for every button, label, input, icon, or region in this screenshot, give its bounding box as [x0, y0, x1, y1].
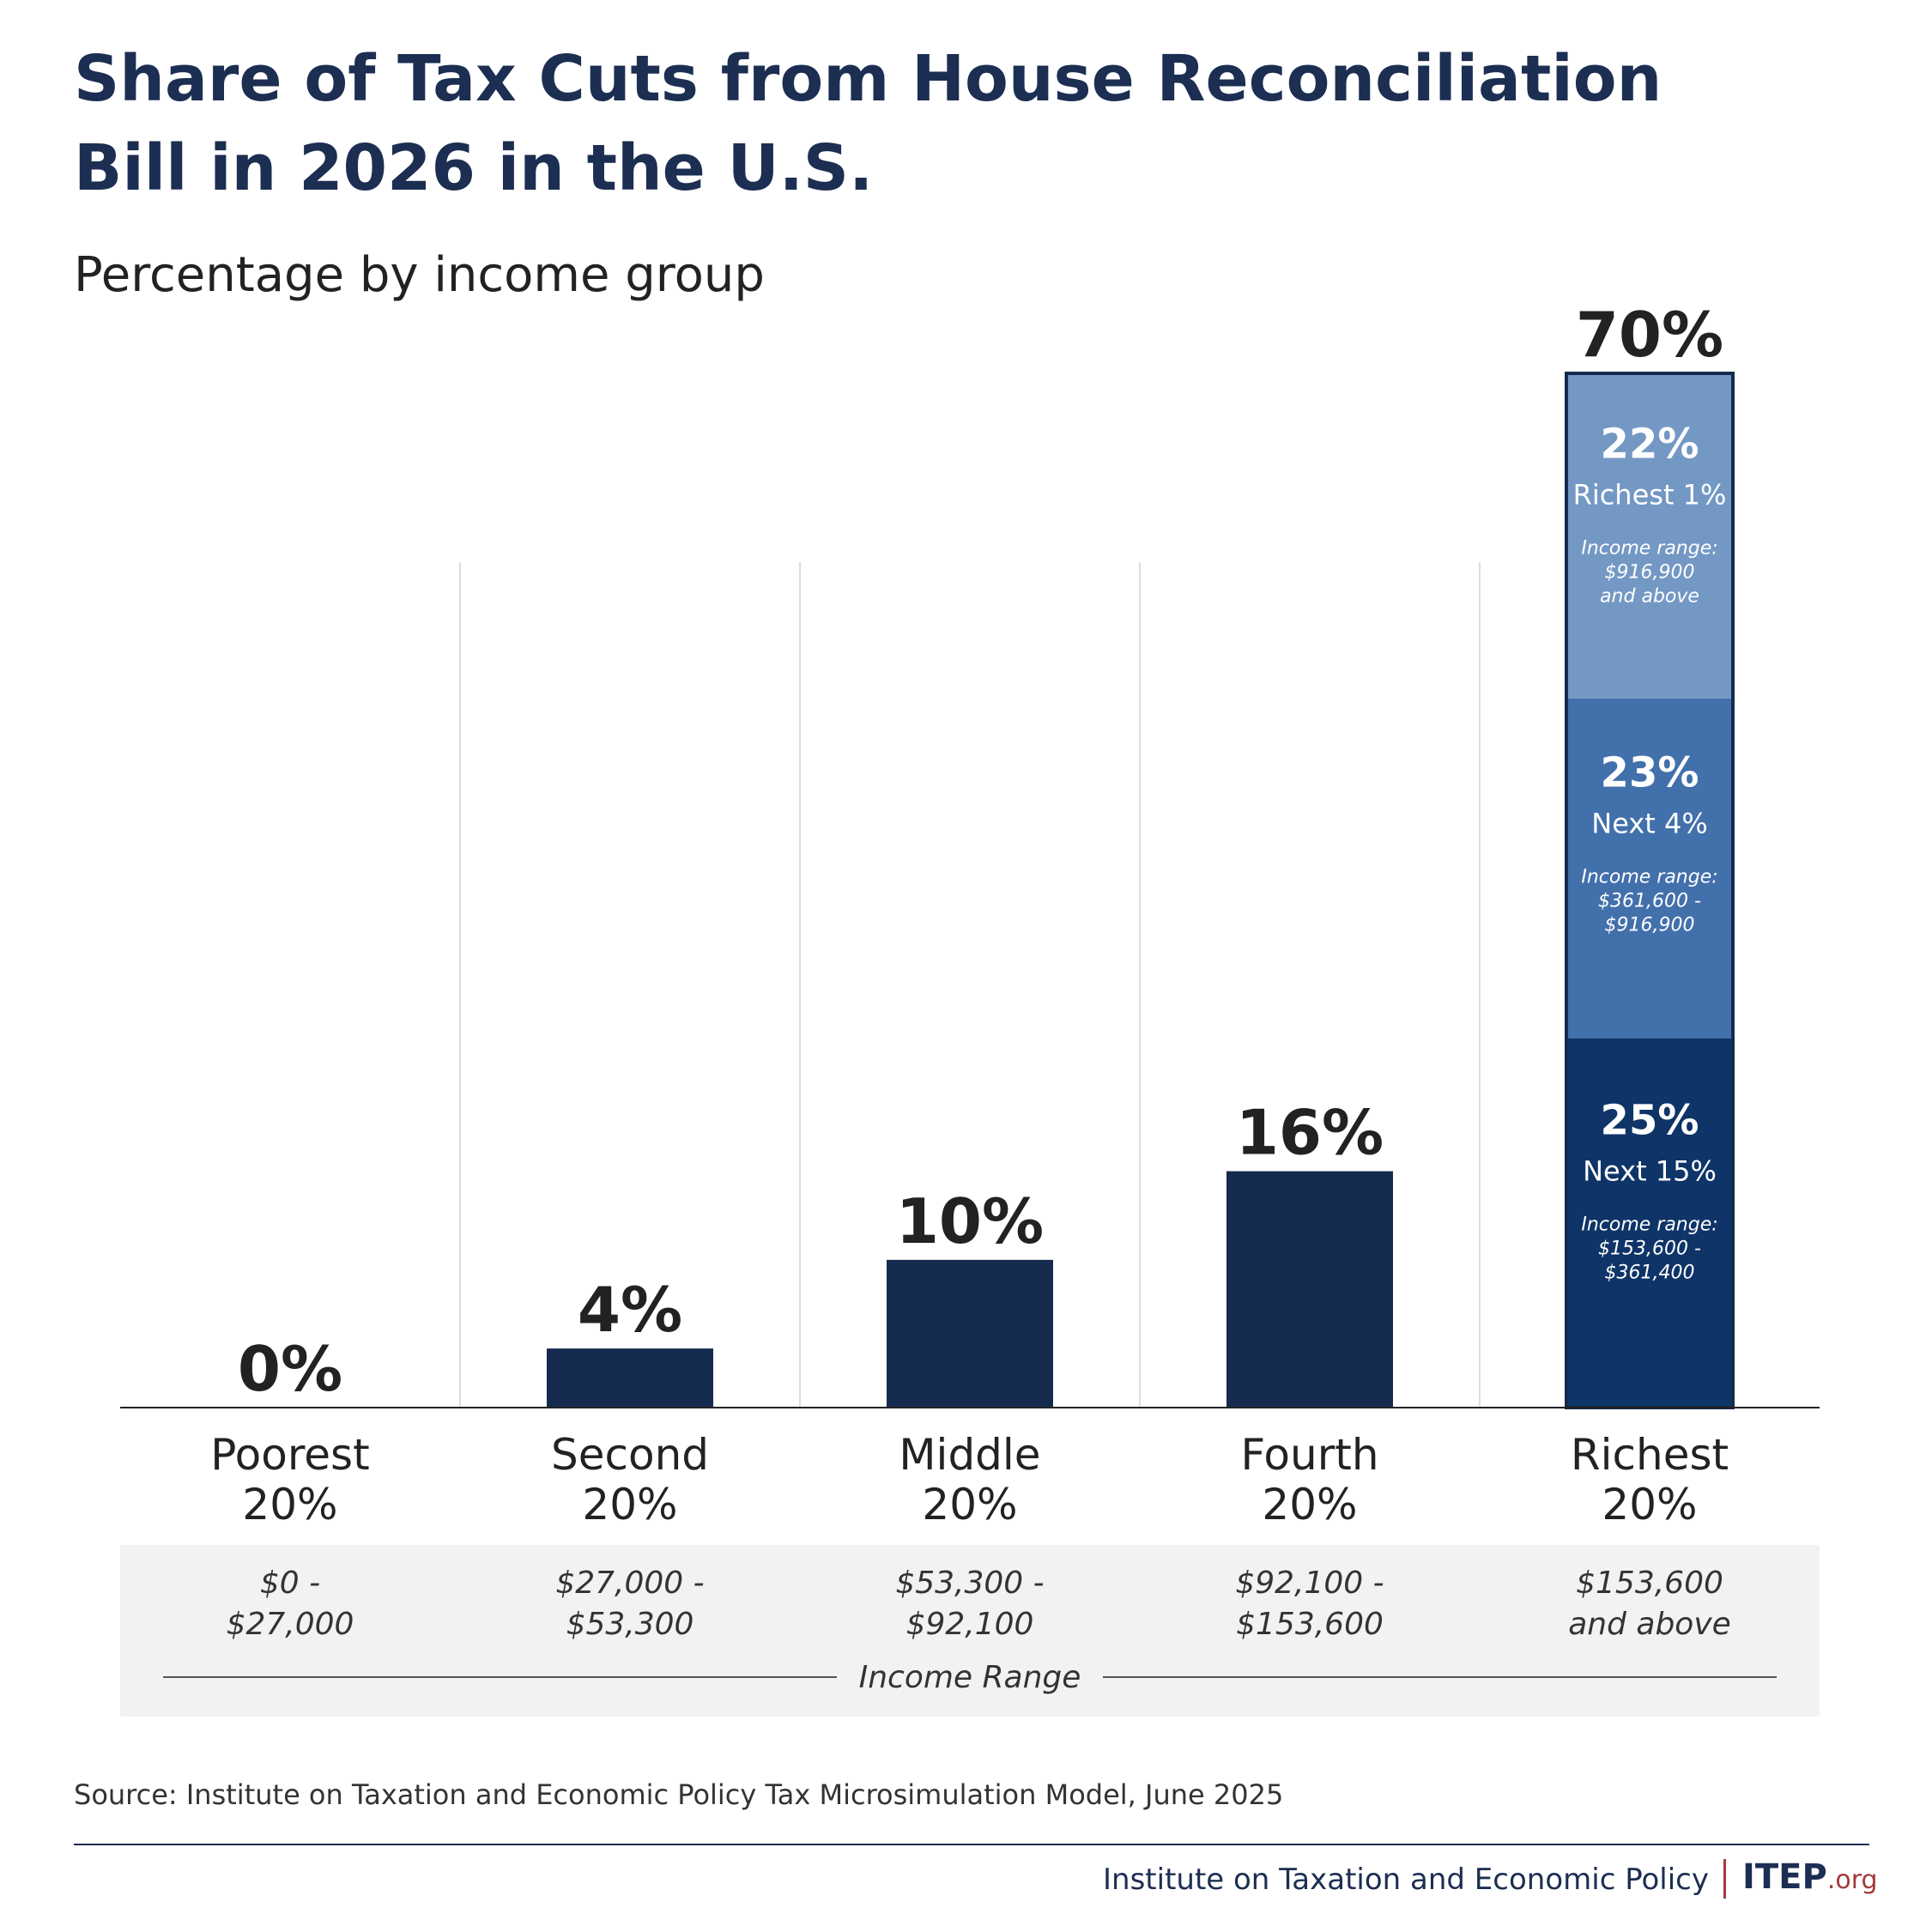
bar-3	[1226, 1171, 1393, 1408]
category-label-line1-2: Middle	[899, 1430, 1040, 1480]
segment-range-line2-0: $361,400	[1605, 1263, 1695, 1284]
category-label-line1-4: Richest	[1571, 1430, 1729, 1480]
footer-divider	[74, 1844, 1869, 1845]
category-label-line1-3: Fourth	[1240, 1430, 1378, 1480]
segment-group-label-2: Richest 1%	[1573, 478, 1727, 511]
income-range-band	[120, 1545, 1820, 1717]
itep-logo-suffix: .org	[1826, 1865, 1878, 1895]
itep-logo-main: ITEP	[1742, 1857, 1827, 1897]
bar-value-label-4: 70%	[1576, 299, 1723, 371]
segment-range-title-2: Income range:	[1581, 537, 1717, 559]
stacked-segment-1	[1566, 698, 1733, 1039]
category-label-line1-1: Second	[551, 1430, 709, 1480]
segment-range-line1-2: $916,900	[1605, 561, 1695, 583]
category-label-line2-1: 20%	[582, 1480, 677, 1529]
footer-organization: Institute on Taxation and Economic Polic…	[1103, 1863, 1709, 1897]
category-label-line1-0: Poorest	[210, 1430, 369, 1480]
category-label-line2-4: 20%	[1602, 1480, 1697, 1529]
income-range-line1-2: $53,300 -	[895, 1566, 1044, 1601]
footer-separator	[1723, 1859, 1726, 1899]
segment-group-label-1: Next 4%	[1591, 808, 1707, 840]
segment-range-title-0: Income range:	[1581, 1214, 1717, 1236]
income-range-line2-4: and above	[1568, 1607, 1731, 1642]
stacked-segment-0	[1566, 1038, 1733, 1408]
chart-title: Share of Tax Cuts from House Reconciliat…	[74, 34, 1876, 213]
category-label-line2-3: 20%	[1262, 1480, 1357, 1529]
segment-range-line1-1: $361,600 -	[1598, 891, 1701, 912]
segment-value-label-2: 22%	[1601, 420, 1699, 468]
segment-value-label-0: 25%	[1601, 1097, 1699, 1145]
segment-group-label-0: Next 15%	[1583, 1155, 1717, 1188]
segment-value-label-1: 23%	[1601, 749, 1699, 797]
segment-range-line1-0: $153,600 -	[1598, 1239, 1701, 1260]
income-range-line1-4: $153,600	[1576, 1566, 1723, 1601]
bar-1	[547, 1348, 713, 1408]
income-range-line1-0: $0 -	[260, 1566, 320, 1601]
source-note: Source: Institute on Taxation and Econom…	[74, 1778, 1284, 1811]
income-range-line2-1: $53,300	[566, 1607, 694, 1642]
chart-title-line-1: Share of Tax Cuts from House Reconciliat…	[74, 42, 1662, 116]
bar-value-label-1: 4%	[578, 1274, 682, 1346]
segment-range-line2-2: and above	[1600, 585, 1699, 607]
bar-value-label-0: 0%	[238, 1333, 342, 1405]
bar-value-label-2: 10%	[896, 1185, 1044, 1257]
income-range-line2-0: $27,000	[227, 1607, 354, 1642]
category-label-line2-2: 20%	[922, 1480, 1017, 1529]
itep-logo: ITEP.org	[1742, 1857, 1878, 1897]
chart-subtitle: Percentage by income group	[74, 247, 765, 303]
income-range-line1-3: $92,100 -	[1235, 1566, 1384, 1601]
bar-value-label-3: 16%	[1236, 1097, 1384, 1169]
x-axis-title: Income Range	[859, 1660, 1081, 1695]
income-range-line2-3: $153,600	[1236, 1607, 1384, 1642]
bar-2	[887, 1259, 1053, 1408]
income-range-line1-1: $27,000 -	[555, 1566, 704, 1601]
chart-title-line-2: Bill in 2026 in the U.S.	[74, 131, 874, 205]
category-label-line2-0: 20%	[242, 1480, 337, 1529]
income-range-line2-2: $92,100	[906, 1607, 1034, 1642]
segment-range-line2-1: $916,900	[1605, 915, 1695, 936]
segment-range-title-1: Income range:	[1581, 867, 1717, 888]
stacked-segment-2	[1566, 373, 1733, 699]
